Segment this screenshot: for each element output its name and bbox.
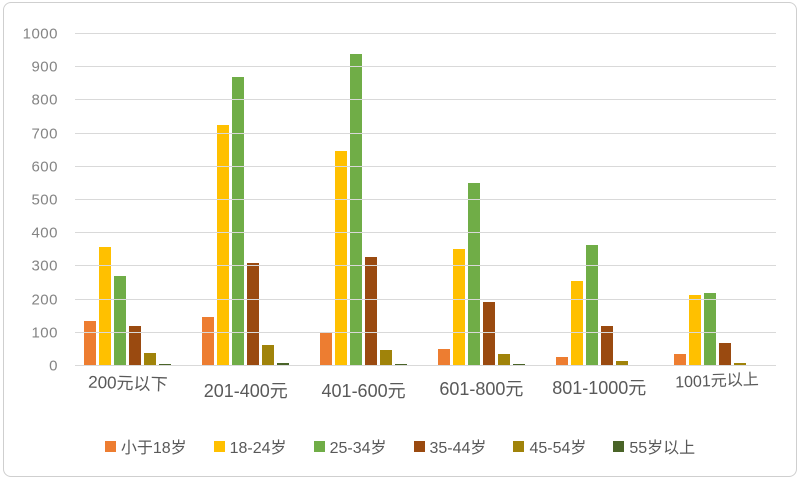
x-axis-category-label: 801-1000元: [552, 378, 647, 398]
y-axis-tick-label: 100: [31, 324, 58, 342]
gridline: [75, 331, 776, 333]
y-axis-tick-label: 300: [31, 257, 58, 275]
x-axis-category-label: 201-400元: [203, 381, 288, 401]
bar: [733, 363, 746, 366]
plot-area: [69, 33, 776, 366]
bar: [570, 281, 583, 366]
gridline: [75, 99, 776, 101]
gridline: [75, 298, 776, 300]
legend-color-swatch: [513, 440, 525, 452]
y-axis-tick-label: 700: [31, 125, 58, 143]
bar: [482, 301, 495, 366]
legend-item: 45-54岁: [513, 434, 586, 458]
bar: [320, 333, 333, 366]
legend-label: 小于18岁: [120, 440, 187, 457]
legend-color-swatch: [613, 440, 625, 452]
y-axis-tick-label: 800: [31, 91, 58, 109]
bar-group: [422, 34, 540, 366]
bar-group: [658, 34, 776, 366]
bar-group: [305, 34, 423, 366]
x-axis-category-label: 1001元以上: [675, 371, 760, 392]
legend-label: 18-24岁: [229, 440, 287, 457]
bar: [144, 353, 157, 366]
bar: [718, 342, 731, 366]
bar: [84, 321, 97, 366]
legend-item: 35-44岁: [413, 434, 487, 458]
bar: [365, 257, 378, 366]
bar: [703, 292, 716, 366]
y-axis-tick-label: 0: [49, 357, 58, 375]
chart-card: 0 100 200 300 400 500 600 700 800 900 1000 200元以下 2…: [3, 2, 797, 477]
y-axis-tick-label: 200: [31, 291, 58, 309]
legend-item: 18-24岁: [213, 434, 287, 458]
gridline: [75, 232, 776, 234]
bar-groups: [69, 34, 776, 366]
bar: [277, 362, 290, 366]
bar: [114, 276, 127, 366]
legend-color-swatch: [413, 440, 425, 452]
legend-label: 35-44岁: [429, 440, 487, 457]
bar: [688, 295, 701, 366]
bar: [217, 124, 230, 366]
legend-label: 55岁以上: [629, 440, 696, 457]
y-axis-tick-label: 1000: [22, 25, 58, 43]
bar: [437, 349, 450, 366]
bar: [673, 353, 686, 366]
y-axis-tick-label: 900: [31, 58, 58, 76]
legend-item: 55岁以上: [613, 434, 695, 458]
x-axis-category-label: 200元以下: [87, 372, 168, 395]
legend-item: 小于18岁: [104, 434, 187, 458]
bar: [615, 361, 628, 366]
bar-group: [540, 34, 658, 366]
bar: [497, 354, 510, 366]
y-axis-tick-label: 400: [31, 224, 58, 242]
bar: [600, 325, 613, 366]
bar: [159, 363, 172, 366]
gridline: [75, 165, 776, 167]
legend-color-swatch: [213, 440, 225, 452]
gridline: [75, 33, 776, 34]
bar: [335, 150, 348, 366]
bar: [350, 53, 363, 366]
bar: [202, 316, 215, 366]
bar-group: [187, 34, 305, 366]
bar: [262, 345, 275, 366]
legend-item: 25-34岁: [313, 434, 387, 458]
x-axis-category-label: 401-600元: [321, 381, 406, 401]
bar: [585, 245, 598, 366]
bar: [232, 76, 245, 366]
bar: [247, 262, 260, 366]
x-axis: 200元以下 201-400元 401-600元 601-800元 801-1000元 1…: [69, 372, 776, 401]
bar-group: [69, 34, 187, 366]
legend-color-swatch: [104, 440, 116, 452]
bar: [467, 183, 480, 366]
gridline: [75, 365, 776, 366]
x-axis-category-label: 601-800元: [439, 379, 524, 399]
legend-label: 25-34岁: [329, 440, 387, 457]
gridline: [75, 199, 776, 200]
bar: [129, 326, 142, 366]
bar: [99, 247, 112, 366]
bar: [380, 350, 393, 366]
bar: [452, 248, 465, 366]
y-axis-tick-label: 500: [31, 191, 58, 209]
legend-color-swatch: [313, 440, 325, 452]
gridline: [75, 265, 776, 267]
bar: [555, 356, 568, 366]
legend-label: 45-54岁: [529, 440, 587, 457]
gridline: [75, 132, 776, 134]
gridline: [75, 66, 776, 68]
legend: 小于18岁 18-24岁 25-34岁 35-44岁 45-54岁 55岁以上: [4, 434, 796, 458]
y-axis-tick-label: 600: [31, 158, 58, 176]
y-axis: 0 100 200 300 400 500 600 700 800 900 1000: [4, 27, 62, 374]
